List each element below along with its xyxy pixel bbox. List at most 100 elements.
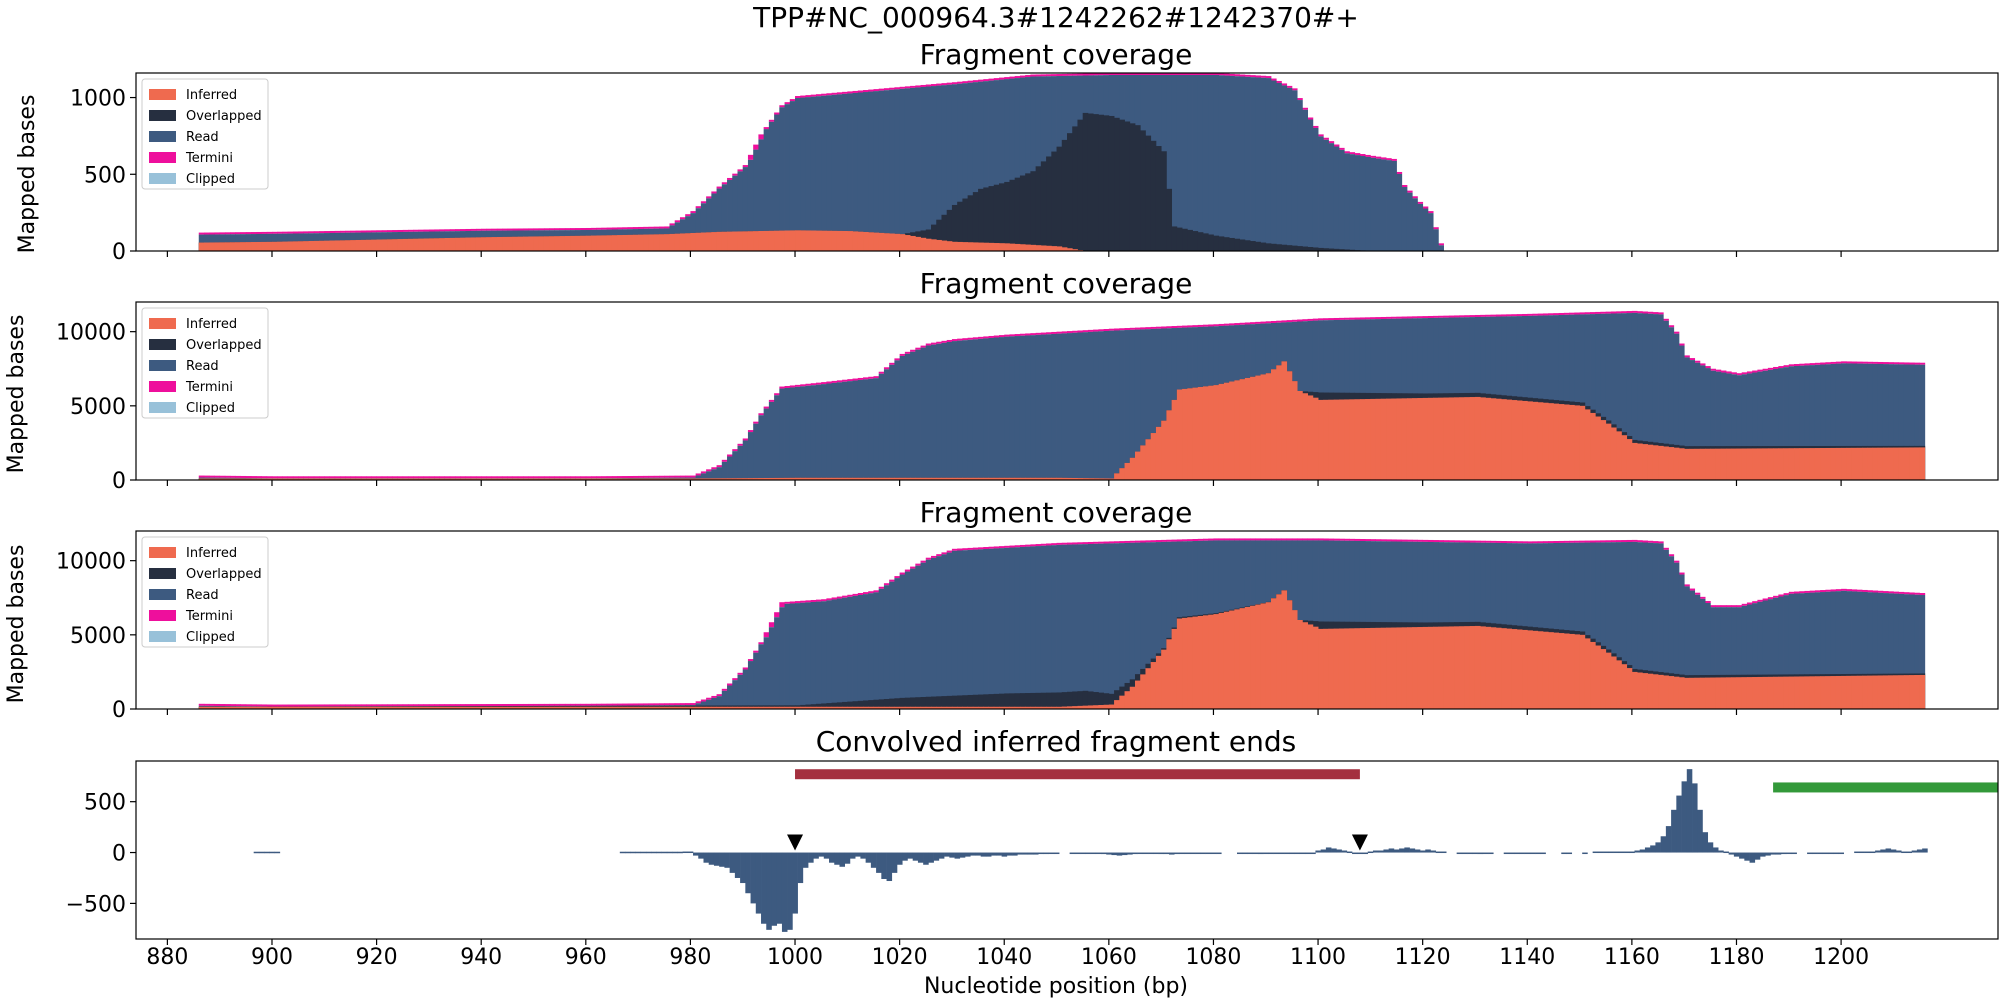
termini-bar [261,476,268,479]
termini-bar [1103,329,1110,331]
termini-bar [1401,185,1408,188]
inferred-bar [1469,397,1476,480]
overlapped-bar [1255,241,1261,251]
convolved-bar [1388,848,1395,853]
inferred-bar [931,239,937,251]
inferred-bar [1835,447,1842,480]
overlapped-bar [1192,231,1199,251]
termini-bar [355,704,362,707]
inferred-bar [1705,677,1711,709]
overlapped-bar [868,700,874,709]
inferred-bar [1386,398,1392,480]
termini-bar [366,230,372,233]
read-bar [1103,331,1110,480]
overlapped-bar [1349,249,1356,251]
read-bar [1888,364,1894,480]
inferred-bar [580,235,587,251]
overlapped-bar [1114,117,1120,251]
termini-bar [235,232,242,235]
read-bar [1098,331,1105,480]
termini-bar [1061,331,1068,334]
inferred-bar [847,477,853,480]
inferred-bar [444,238,451,251]
inferred-bar [1056,477,1063,480]
inferred-bar [549,236,555,251]
inferred-bar [428,478,435,480]
read-bar [1699,365,1706,480]
termini-bar [706,697,712,700]
inferred-bar [1391,627,1397,709]
read-bar [695,208,702,251]
overlapped-bar [1087,113,1094,251]
read-bar [1825,591,1832,709]
convolved-bar [1048,852,1055,855]
inferred-bar [345,478,351,480]
termini-bar [967,547,974,550]
inferred-bar [1391,398,1397,480]
inferred-bar [339,478,346,480]
termini-bar [1239,538,1246,541]
termini-bar [491,228,498,231]
panel-1-y-tick-label: 0 [112,240,126,265]
termini-bar [1527,541,1533,544]
read-bar [1558,314,1565,480]
inferred-bar [638,478,644,480]
termini-bar [1867,361,1873,364]
read-bar [1019,546,1026,709]
inferred-bar [1773,448,1779,480]
termini-bar [643,475,649,478]
read-bar [779,107,785,251]
inferred-bar [627,234,634,251]
termini-bar [449,229,456,232]
convolved-bar [1163,852,1170,855]
termini-bar [1093,541,1099,544]
termini-bar [972,80,979,83]
convolved-bar [1807,852,1813,855]
inferred-bar [1030,706,1037,709]
inferred-bar [1182,617,1188,709]
termini-bar [1480,540,1486,543]
inferred-bar [1846,447,1852,480]
read-bar [1202,75,1209,251]
inferred-bar [319,478,325,480]
convolved-bar [829,852,835,863]
inferred-bar [716,706,723,709]
termini-bar [355,476,362,479]
overlapped-bar [836,702,843,709]
inferred-bar [1370,398,1376,480]
inferred-bar [1318,628,1324,709]
convolved-bar [1195,852,1201,855]
figure-suptitle: TPP#NC_000964.3#1242262#1242370#+ [752,1,1359,34]
inferred-bar [434,478,440,480]
convolved-bar [1168,852,1175,855]
inferred-bar [1631,671,1638,709]
read-bar [1898,593,1905,709]
read-bar [800,97,806,251]
inferred-bar [967,242,974,251]
read-bar [889,581,895,709]
convolved-bar [959,852,966,858]
read-bar [1030,546,1037,709]
read-bar [1621,313,1628,480]
read-bar [1616,542,1622,709]
termini-bar [580,476,587,479]
termini-bar [721,182,728,185]
termini-bar [1318,538,1324,541]
convolved-bar [1875,850,1881,853]
termini-bar [271,231,278,234]
inferred-bar [1851,675,1858,709]
inferred-bar [251,478,257,480]
termini-bar [847,91,853,94]
overlapped-bar [1166,188,1173,251]
termini-bar [292,231,299,234]
read-bar [727,685,733,709]
inferred-bar [695,478,702,480]
inferred-bar [737,706,744,709]
overlapped-bar [1265,243,1272,251]
read-bar [1312,127,1319,251]
termini-bar [1574,540,1580,543]
termini-bar [1291,319,1298,322]
convolved-bar [1420,850,1426,853]
convolved-bar [630,851,636,854]
inferred-bar [1825,676,1832,709]
